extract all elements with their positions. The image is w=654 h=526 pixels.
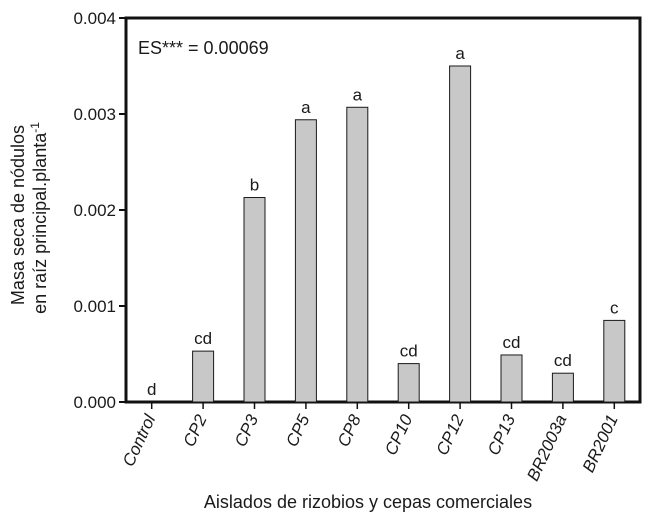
category-label: CP13 <box>484 411 519 458</box>
category-label: CP10 <box>381 411 416 458</box>
bar-cp3 <box>243 197 266 403</box>
significance-label: a <box>353 85 363 104</box>
standard-error-annotation: ES*** = 0.00069 <box>138 38 269 58</box>
significance-label: d <box>147 380 156 399</box>
x-axis-title: Aislados de rizobios y cepas comerciales <box>204 492 532 512</box>
y-axis-title-line1: Masa seca de nódulos <box>8 125 28 305</box>
bar-cp5 <box>294 119 317 403</box>
category-label: Control <box>119 411 160 470</box>
y-axis-title-line2: en raíz principal.planta-1 <box>28 122 50 314</box>
significance-label: cd <box>554 351 572 370</box>
y-axis-title-superscript: -1 <box>28 122 42 133</box>
bar-cp2 <box>192 350 215 403</box>
significance-label: a <box>455 44 465 63</box>
significance-label: a <box>301 98 311 117</box>
category-label: CP3 <box>231 411 262 449</box>
y-tick-label: 0.003 <box>73 105 116 124</box>
bar-cp12 <box>449 65 472 403</box>
bar-cp10 <box>397 363 420 403</box>
bar-br2001 <box>603 319 626 403</box>
category-label: CP8 <box>334 411 365 449</box>
significance-label: b <box>250 176 259 195</box>
y-tick-label: 0.002 <box>73 201 116 220</box>
significance-labels: d cd b a a cd a cd cd c <box>147 44 619 399</box>
significance-label: cd <box>503 333 521 352</box>
y-axis-title-2: en raíz principal.planta-1 <box>28 122 50 314</box>
y-tick-label: 0.001 <box>73 297 116 316</box>
significance-label: cd <box>194 329 212 348</box>
y-tick-label: 0.000 <box>73 393 116 412</box>
significance-label: cd <box>400 342 418 361</box>
y-axis-title: Masa seca de nódulos <box>8 125 28 305</box>
bars <box>192 65 626 403</box>
category-label: BR2003a <box>523 412 570 484</box>
y-axis: 0.000 0.001 0.002 0.003 0.004 <box>73 9 126 412</box>
x-axis-labels: Control CP2 CP3 CP5 CP8 CP10 CP12 CP13 BR2003a BR… <box>119 402 622 484</box>
category-label: CP2 <box>180 411 211 449</box>
category-label: CP12 <box>433 411 468 458</box>
bar-cp8 <box>346 106 369 403</box>
category-label: CP5 <box>282 411 313 449</box>
bar-br2003a <box>551 372 574 403</box>
y-tick-label: 0.004 <box>73 9 116 28</box>
y-axis-title-line2-text: en raíz principal.planta <box>30 132 50 314</box>
bar-cp13 <box>500 354 523 403</box>
significance-label: c <box>610 298 619 317</box>
category-label: BR2001 <box>579 412 622 476</box>
